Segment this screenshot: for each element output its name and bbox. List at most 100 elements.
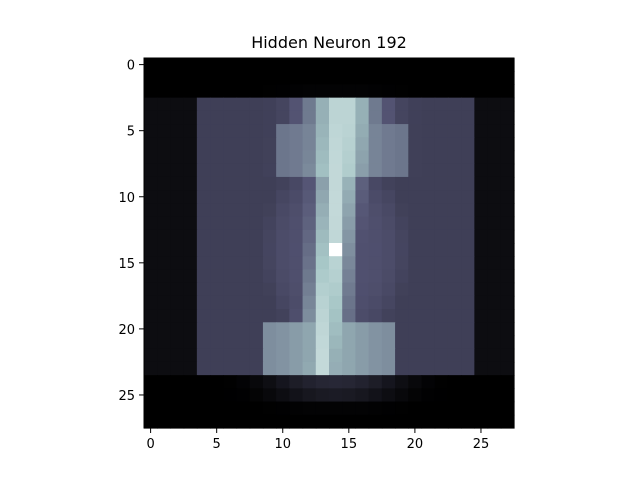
heatmap-cell [447,137,462,152]
heatmap-cell [381,137,396,152]
heatmap-cell [355,124,370,138]
heatmap-cell [408,216,423,231]
heatmap-cell [170,295,185,310]
heatmap-cell [249,110,264,125]
heatmap-cell [395,388,409,403]
heatmap-cell [368,414,383,429]
heatmap-cell [302,58,317,72]
heatmap-cell [447,348,462,363]
heatmap-cell [262,322,277,337]
heatmap-cell [474,203,489,218]
heatmap-cell [170,71,185,86]
heatmap-cell [355,176,370,191]
heatmap-cell [210,414,224,429]
heatmap-cell [461,414,475,429]
heatmap-cell [381,401,396,416]
heatmap-cell [355,58,370,72]
heatmap-cell [408,124,423,138]
heatmap-cell [447,295,462,310]
heatmap-cell [395,295,409,310]
heatmap-cell [170,348,185,363]
heatmap-cell [434,256,449,271]
heatmap-cell [249,335,264,350]
heatmap-cell [196,256,211,271]
heatmap-cell [500,137,515,152]
y-tick-25: 25 [118,389,144,404]
heatmap-cell [289,190,304,204]
heatmap-cell [236,216,251,231]
heatmap-cell [183,309,198,323]
heatmap-cell [487,58,502,72]
heatmap-cell [395,414,409,429]
heatmap-cell [249,137,264,152]
heatmap-cell [289,375,304,389]
heatmap-cell [210,243,224,257]
heatmap-cell [381,97,396,112]
heatmap-cell [368,361,383,376]
heatmap-cell [183,137,198,152]
heatmap-cell [474,282,489,297]
heatmap-cell [183,243,198,257]
heatmap-cell [368,163,383,178]
heatmap-cell [210,150,224,165]
heatmap-cell [342,401,357,416]
y-tick-10: 10 [118,191,144,206]
heatmap-cell [461,176,475,191]
heatmap-cell [447,97,462,112]
heatmap-cell [395,150,409,165]
heatmap-cell [157,203,172,218]
heatmap-cell [210,401,224,416]
heatmap-cell [262,375,277,389]
heatmap-cell [342,216,357,231]
heatmap-cell [196,84,211,99]
heatmap-cell [249,71,264,86]
y-tick-label-5: 5 [127,125,135,140]
heatmap-cell [302,97,317,112]
heatmap-cell [236,163,251,178]
heatmap-cell [434,84,449,99]
heatmap-cell [329,124,343,138]
heatmap-cell [170,110,185,125]
heatmap-cell [329,229,343,244]
heatmap-cell [183,110,198,125]
heatmap-cell [487,295,502,310]
heatmap-cell [395,348,409,363]
heatmap-cell [487,71,502,86]
heatmap-cell [447,282,462,297]
heatmap-cell [196,110,211,125]
heatmap-cell [474,309,489,323]
heatmap-cell [144,401,158,416]
heatmap-cell [236,269,251,284]
heatmap-cell [157,375,172,389]
heatmap-cell [342,322,357,337]
heatmap-cell [315,401,330,416]
heatmap-cell [315,335,330,350]
heatmap-cell [474,71,489,86]
heatmap-cell [447,375,462,389]
heatmap-cell [236,348,251,363]
heatmap-cell [289,176,304,191]
x-tick-label-25: 25 [473,437,490,452]
heatmap-cell [144,176,158,191]
heatmap-cell [183,388,198,403]
heatmap-cell [302,216,317,231]
heatmap-cell [210,322,224,337]
heatmap-cell [395,361,409,376]
heatmap-cell [461,243,475,257]
heatmap-cell [170,388,185,403]
heatmap-cell [262,71,277,86]
heatmap-cell [408,361,423,376]
heatmap-cell [368,256,383,271]
heatmap-cell [381,176,396,191]
heatmap-cell [342,203,357,218]
heatmap-cell [461,348,475,363]
heatmap-cell [381,203,396,218]
heatmap-cell [381,295,396,310]
heatmap-cell [447,58,462,72]
heatmap-cell [170,401,185,416]
heatmap-cell [408,309,423,323]
heatmap-cell [315,282,330,297]
heatmap-cell [329,295,343,310]
heatmap-cell [210,203,224,218]
heatmap-cell [302,348,317,363]
